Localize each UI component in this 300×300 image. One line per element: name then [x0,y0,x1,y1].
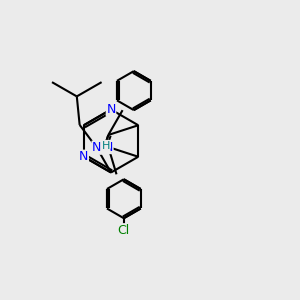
Text: N: N [92,141,101,154]
Text: H: H [102,141,110,151]
Text: N: N [79,150,88,163]
Text: Cl: Cl [118,224,130,237]
Text: N: N [103,140,113,154]
Text: N: N [106,103,116,116]
